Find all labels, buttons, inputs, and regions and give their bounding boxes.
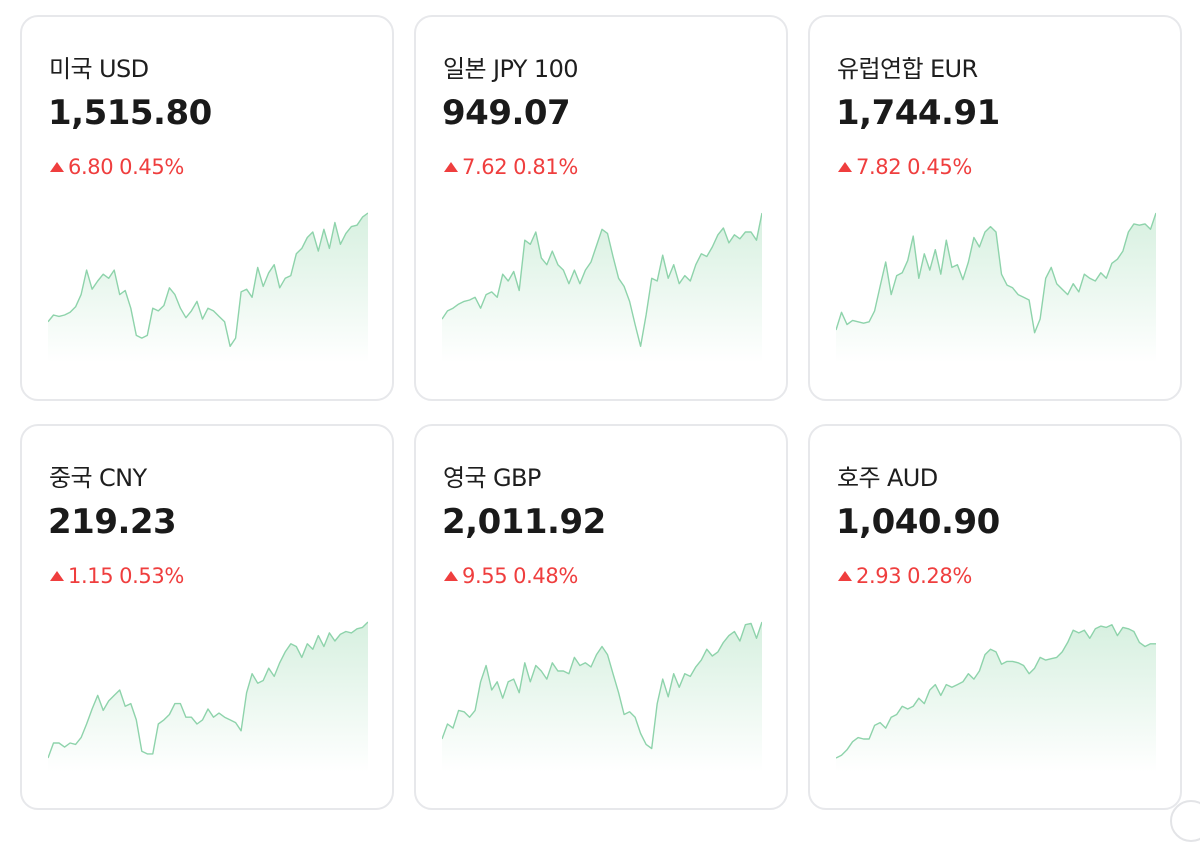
sparkline-area	[48, 213, 368, 363]
change-amount: 7.82	[856, 155, 902, 179]
currency-name: 중국 CNY	[49, 464, 147, 492]
change-percent: 0.53%	[119, 564, 184, 588]
rate-change: 7.82 0.45%	[838, 155, 972, 179]
rate-change: 9.55 0.48%	[444, 564, 578, 588]
change-percent: 0.48%	[513, 564, 578, 588]
exchange-rate: 219.23	[48, 502, 177, 542]
rate-change: 7.62 0.81%	[444, 155, 578, 179]
change-amount: 9.55	[462, 564, 508, 588]
sparkline-area	[836, 213, 1156, 363]
change-amount: 2.93	[856, 564, 902, 588]
triangle-up-icon	[50, 571, 64, 581]
exchange-rate: 2,011.92	[442, 502, 606, 542]
sparkline-line	[442, 212, 762, 347]
change-amount: 6.80	[68, 155, 114, 179]
change-percent: 0.28%	[907, 564, 972, 588]
currency-card-gbp[interactable]: 영국 GBP 2,011.92 9.55 0.48%	[414, 424, 788, 810]
exchange-rate: 1,744.91	[836, 93, 1000, 133]
sparkline-line	[48, 212, 368, 347]
currency-card-aud[interactable]: 호주 AUD 1,040.90 2.93 0.28%	[808, 424, 1182, 810]
currency-name: 미국 USD	[49, 55, 149, 83]
floating-action-button[interactable]	[1170, 800, 1200, 842]
triangle-up-icon	[838, 162, 852, 172]
sparkline-area	[442, 213, 762, 363]
currency-card-cny[interactable]: 중국 CNY 219.23 1.15 0.53%	[20, 424, 394, 810]
exchange-rate: 1,515.80	[48, 93, 212, 133]
sparkline-line	[442, 621, 762, 750]
sparkline-chart	[836, 624, 1156, 772]
currency-name: 호주 AUD	[837, 464, 938, 492]
currency-name: 일본 JPY 100	[443, 55, 579, 83]
triangle-up-icon	[50, 162, 64, 172]
sparkline-area	[836, 624, 1156, 772]
sparkline-area	[48, 622, 368, 772]
change-percent: 0.81%	[513, 155, 578, 179]
exchange-rate: 949.07	[442, 93, 571, 133]
sparkline-chart	[836, 212, 1156, 363]
triangle-up-icon	[444, 162, 458, 172]
currency-name: 유럽연합 EUR	[837, 55, 978, 83]
change-percent: 0.45%	[119, 155, 184, 179]
currency-card-usd[interactable]: 미국 USD 1,515.80 6.80 0.45%	[20, 15, 394, 401]
triangle-up-icon	[838, 571, 852, 581]
sparkline-chart	[48, 212, 368, 363]
exchange-rate: 1,040.90	[836, 502, 1000, 542]
triangle-up-icon	[444, 571, 458, 581]
change-amount: 7.62	[462, 155, 508, 179]
exchange-rate-grid: 미국 USD 1,515.80 6.80 0.45% 일본 JPY 100 94…	[20, 15, 1182, 810]
rate-change: 2.93 0.28%	[838, 564, 972, 588]
change-percent: 0.45%	[907, 155, 972, 179]
currency-card-jpy[interactable]: 일본 JPY 100 949.07 7.62 0.81%	[414, 15, 788, 401]
currency-card-eur[interactable]: 유럽연합 EUR 1,744.91 7.82 0.45%	[808, 15, 1182, 401]
sparkline-chart	[48, 621, 368, 772]
rate-change: 1.15 0.53%	[50, 564, 184, 588]
change-amount: 1.15	[68, 564, 114, 588]
sparkline-line	[48, 621, 368, 759]
currency-name: 영국 GBP	[443, 464, 541, 492]
sparkline-line	[836, 624, 1156, 759]
sparkline-chart	[442, 621, 762, 772]
sparkline-line	[836, 212, 1156, 334]
sparkline-chart	[442, 212, 762, 363]
sparkline-area	[442, 622, 762, 772]
rate-change: 6.80 0.45%	[50, 155, 184, 179]
